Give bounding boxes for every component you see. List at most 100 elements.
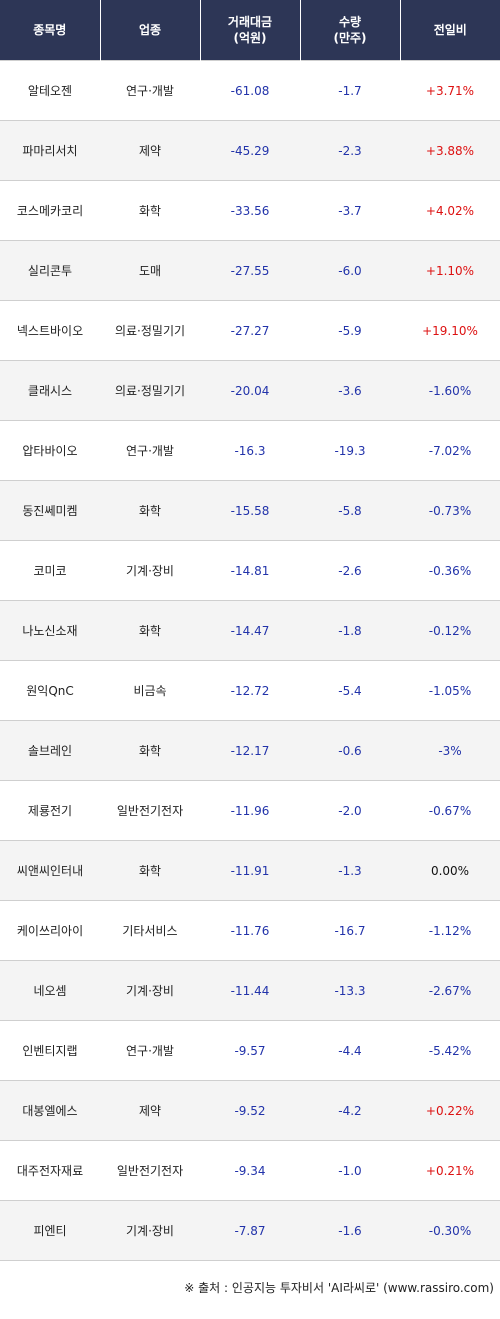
amount-cell: -11.44 [200, 960, 300, 1021]
change-cell: -0.73% [400, 480, 500, 541]
volume-cell: -1.8 [300, 600, 400, 661]
stock-name-cell: 피엔티 [0, 1200, 100, 1261]
volume-cell: -4.4 [300, 1020, 400, 1081]
amount-cell: -16.3 [200, 420, 300, 481]
stock-name-cell: 네오셈 [0, 960, 100, 1021]
volume-cell: -1.6 [300, 1200, 400, 1261]
table-row: 케이쓰리아이 기타서비스 -11.76 -16.7 -1.12% [0, 900, 500, 961]
change-cell: +3.71% [400, 60, 500, 121]
volume-cell: -5.4 [300, 660, 400, 721]
amount-cell: -9.57 [200, 1020, 300, 1081]
stock-name-cell: 나노신소재 [0, 600, 100, 661]
amount-cell: -61.08 [200, 60, 300, 121]
change-cell: -0.67% [400, 780, 500, 841]
stock-name-cell: 압타바이오 [0, 420, 100, 481]
table-row: 대주전자재료 일반전기전자 -9.34 -1.0 +0.21% [0, 1140, 500, 1201]
stock-name-cell: 대봉엘에스 [0, 1080, 100, 1141]
stock-name-cell: 코스메카코리 [0, 180, 100, 241]
volume-cell: -3.6 [300, 360, 400, 421]
sector-cell: 의료·정밀기기 [100, 300, 200, 361]
stock-name-cell: 씨앤씨인터내 [0, 840, 100, 901]
table-row: 동진쎄미켐 화학 -15.58 -5.8 -0.73% [0, 480, 500, 541]
sector-cell: 제약 [100, 120, 200, 181]
amount-cell: -45.29 [200, 120, 300, 181]
volume-cell: -4.2 [300, 1080, 400, 1141]
amount-cell: -27.55 [200, 240, 300, 301]
amount-cell: -14.47 [200, 600, 300, 661]
sector-cell: 연구·개발 [100, 60, 200, 121]
header-sector: 업종 [99, 0, 200, 61]
amount-cell: -9.52 [200, 1080, 300, 1141]
volume-cell: -1.7 [300, 60, 400, 121]
header-name: 종목명 [0, 0, 100, 61]
stock-name-cell: 넥스트바이오 [0, 300, 100, 361]
change-cell: -0.30% [400, 1200, 500, 1261]
amount-cell: -33.56 [200, 180, 300, 241]
change-cell: +0.21% [400, 1140, 500, 1201]
stock-name-cell: 클래시스 [0, 360, 100, 421]
header-amount: 거래대금 (억원) [199, 0, 300, 61]
table-row: 씨앤씨인터내 화학 -11.91 -1.3 0.00% [0, 840, 500, 901]
table-row: 코스메카코리 화학 -33.56 -3.7 +4.02% [0, 180, 500, 241]
sector-cell: 비금속 [100, 660, 200, 721]
amount-cell: -15.58 [200, 480, 300, 541]
table-row: 알테오젠 연구·개발 -61.08 -1.7 +3.71% [0, 60, 500, 121]
sector-cell: 일반전기전자 [100, 780, 200, 841]
stock-name-cell: 원익QnC [0, 660, 100, 721]
table-row: 인벤티지랩 연구·개발 -9.57 -4.4 -5.42% [0, 1020, 500, 1081]
table-row: 제룡전기 일반전기전자 -11.96 -2.0 -0.67% [0, 780, 500, 841]
amount-cell: -12.17 [200, 720, 300, 781]
change-cell: -0.12% [400, 600, 500, 661]
change-cell: +3.88% [400, 120, 500, 181]
change-cell: +0.22% [400, 1080, 500, 1141]
amount-cell: -7.87 [200, 1200, 300, 1261]
sector-cell: 화학 [100, 840, 200, 901]
amount-cell: -11.76 [200, 900, 300, 961]
sector-cell: 화학 [100, 180, 200, 241]
change-cell: -1.05% [400, 660, 500, 721]
amount-cell: -11.91 [200, 840, 300, 901]
amount-cell: -14.81 [200, 540, 300, 601]
stock-name-cell: 파마리서치 [0, 120, 100, 181]
table-row: 원익QnC 비금속 -12.72 -5.4 -1.05% [0, 660, 500, 721]
sector-cell: 연구·개발 [100, 1020, 200, 1081]
amount-cell: -11.96 [200, 780, 300, 841]
volume-cell: -5.9 [300, 300, 400, 361]
header-volume: 수량 (만주) [299, 0, 400, 61]
table-body: 알테오젠 연구·개발 -61.08 -1.7 +3.71% 파마리서치 제약 -45.29 -2… [0, 60, 500, 1261]
amount-cell: -27.27 [200, 300, 300, 361]
sector-cell: 기계·장비 [100, 960, 200, 1021]
volume-cell: -2.0 [300, 780, 400, 841]
volume-cell: -0.6 [300, 720, 400, 781]
stock-name-cell: 대주전자재료 [0, 1140, 100, 1201]
amount-cell: -20.04 [200, 360, 300, 421]
volume-cell: -19.3 [300, 420, 400, 481]
volume-cell: -5.8 [300, 480, 400, 541]
table-row: 넥스트바이오 의료·정밀기기 -27.27 -5.9 +19.10% [0, 300, 500, 361]
stock-name-cell: 케이쓰리아이 [0, 900, 100, 961]
stock-name-cell: 인벤티지랩 [0, 1020, 100, 1081]
volume-cell: -1.0 [300, 1140, 400, 1201]
volume-cell: -6.0 [300, 240, 400, 301]
change-cell: +4.02% [400, 180, 500, 241]
table-row: 코미코 기계·장비 -14.81 -2.6 -0.36% [0, 540, 500, 601]
source-note: ※ 출처 : 인공지능 투자비서 'AI라씨로' (www.rassiro.co… [184, 1281, 494, 1295]
change-cell: -3% [400, 720, 500, 781]
table-row: 솔브레인 화학 -12.17 -0.6 -3% [0, 720, 500, 781]
stock-name-cell: 동진쎄미켐 [0, 480, 100, 541]
stock-name-cell: 알테오젠 [0, 60, 100, 121]
change-cell: -2.67% [400, 960, 500, 1021]
stock-name-cell: 제룡전기 [0, 780, 100, 841]
table-row: 압타바이오 연구·개발 -16.3 -19.3 -7.02% [0, 420, 500, 481]
sector-cell: 도매 [100, 240, 200, 301]
header-change: 전일비 [399, 0, 500, 61]
volume-cell: -13.3 [300, 960, 400, 1021]
table-row: 대봉엘에스 제약 -9.52 -4.2 +0.22% [0, 1080, 500, 1141]
table-row: 실리콘투 도매 -27.55 -6.0 +1.10% [0, 240, 500, 301]
change-cell: -0.36% [400, 540, 500, 601]
table-row: 나노신소재 화학 -14.47 -1.8 -0.12% [0, 600, 500, 661]
volume-cell: -2.6 [300, 540, 400, 601]
table-header-row: 종목명 업종 거래대금 (억원) 수량 (만주) 전일비 [0, 0, 500, 61]
sector-cell: 기계·장비 [100, 540, 200, 601]
table-row: 파마리서치 제약 -45.29 -2.3 +3.88% [0, 120, 500, 181]
